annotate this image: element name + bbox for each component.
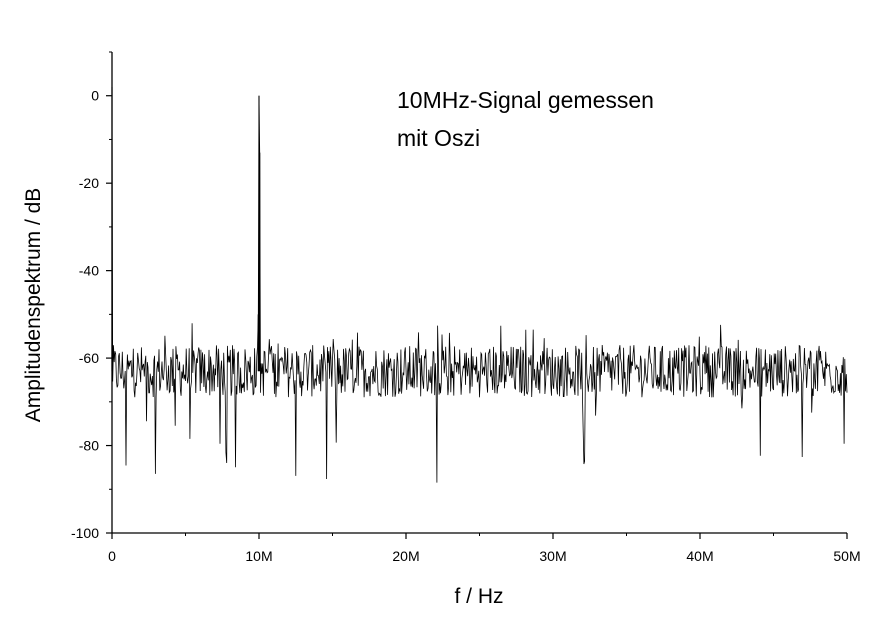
y-tick-label: 0 (91, 88, 99, 104)
y-tick-label: -40 (79, 263, 99, 279)
y-tick-label: -60 (79, 350, 99, 366)
axes: 0 -20 -40 -60 -80 -100 0 10M 20M 30M 40M 50M (71, 51, 861, 564)
x-tick-label: 40M (686, 548, 713, 564)
x-axis-title: f / Hz (454, 585, 503, 608)
annotation-line-1: 10MHz-Signal gemessen (397, 87, 654, 113)
x-tick-label: 0 (108, 548, 116, 564)
annotation-line-2: mit Oszi (397, 125, 480, 151)
x-tick-label: 30M (539, 548, 566, 564)
y-tick-label: -20 (79, 175, 99, 191)
x-tick-label: 50M (833, 548, 860, 564)
y-tick-label: -80 (79, 438, 99, 454)
labels: f / Hz Amplitudenspektrum / dB 10MHz-Sig… (22, 87, 654, 608)
x-tick-label: 20M (392, 548, 419, 564)
x-tick-label: 10M (245, 548, 272, 564)
y-axis-title: Amplitudenspektrum / dB (22, 188, 45, 423)
spectrum-trace (111, 86, 848, 483)
y-tick-label: -100 (71, 525, 99, 541)
